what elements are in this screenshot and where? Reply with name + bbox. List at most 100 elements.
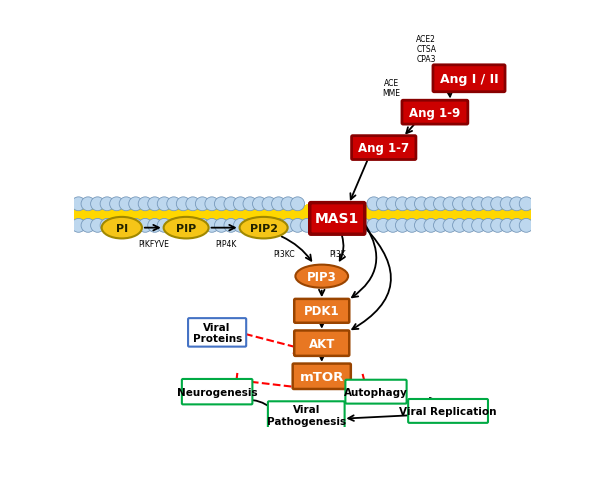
Circle shape xyxy=(138,197,152,211)
Text: Ang I / II: Ang I / II xyxy=(440,72,499,85)
Text: PIP3: PIP3 xyxy=(307,270,337,283)
Circle shape xyxy=(167,197,181,211)
Circle shape xyxy=(358,219,371,233)
Circle shape xyxy=(100,219,114,233)
Text: ACE
MME: ACE MME xyxy=(382,79,401,97)
Circle shape xyxy=(243,219,257,233)
Circle shape xyxy=(395,197,409,211)
Circle shape xyxy=(510,219,524,233)
Circle shape xyxy=(81,197,95,211)
Circle shape xyxy=(491,219,504,233)
FancyBboxPatch shape xyxy=(433,66,505,93)
Circle shape xyxy=(281,219,295,233)
Circle shape xyxy=(443,219,457,233)
Circle shape xyxy=(224,197,238,211)
Circle shape xyxy=(186,197,200,211)
Circle shape xyxy=(91,219,104,233)
Circle shape xyxy=(405,219,419,233)
Circle shape xyxy=(319,219,333,233)
Circle shape xyxy=(443,197,457,211)
Circle shape xyxy=(158,219,171,233)
Circle shape xyxy=(148,219,162,233)
Text: MAS1: MAS1 xyxy=(315,212,359,226)
Text: PIKFYVE: PIKFYVE xyxy=(138,240,169,249)
FancyBboxPatch shape xyxy=(293,364,351,389)
FancyBboxPatch shape xyxy=(408,399,488,423)
Circle shape xyxy=(71,197,86,211)
Circle shape xyxy=(405,197,419,211)
Text: mTOR: mTOR xyxy=(300,370,344,383)
Circle shape xyxy=(453,219,467,233)
Text: Ang 1-9: Ang 1-9 xyxy=(409,107,461,120)
Circle shape xyxy=(500,219,514,233)
Circle shape xyxy=(434,197,447,211)
Circle shape xyxy=(110,219,123,233)
Text: Ang 1-7: Ang 1-7 xyxy=(358,142,409,155)
Circle shape xyxy=(376,219,391,233)
Circle shape xyxy=(338,219,352,233)
Circle shape xyxy=(453,197,467,211)
Circle shape xyxy=(395,219,409,233)
Circle shape xyxy=(519,197,533,211)
Circle shape xyxy=(148,197,162,211)
Circle shape xyxy=(243,197,257,211)
Circle shape xyxy=(81,219,95,233)
Circle shape xyxy=(300,219,314,233)
FancyBboxPatch shape xyxy=(268,401,345,428)
Circle shape xyxy=(214,219,228,233)
Text: Neurogenesis: Neurogenesis xyxy=(177,387,257,397)
Ellipse shape xyxy=(296,265,348,288)
Circle shape xyxy=(348,219,362,233)
Text: PIP4K: PIP4K xyxy=(215,240,237,249)
Circle shape xyxy=(129,197,143,211)
Text: Viral
Proteins: Viral Proteins xyxy=(192,322,242,344)
Text: Viral Replication: Viral Replication xyxy=(399,406,497,416)
FancyBboxPatch shape xyxy=(310,203,365,235)
Circle shape xyxy=(519,219,533,233)
Circle shape xyxy=(310,219,324,233)
Circle shape xyxy=(424,197,438,211)
Circle shape xyxy=(271,197,286,211)
Circle shape xyxy=(205,197,219,211)
Text: Autophagy: Autophagy xyxy=(344,387,408,397)
Circle shape xyxy=(491,197,504,211)
Circle shape xyxy=(119,219,133,233)
Circle shape xyxy=(195,219,209,233)
Circle shape xyxy=(291,219,304,233)
Circle shape xyxy=(176,197,190,211)
Circle shape xyxy=(424,219,438,233)
Text: PI: PI xyxy=(116,223,128,233)
Text: PI3K: PI3K xyxy=(329,250,346,259)
Circle shape xyxy=(224,219,238,233)
Ellipse shape xyxy=(101,217,142,239)
Circle shape xyxy=(291,197,304,211)
Circle shape xyxy=(510,197,524,211)
FancyBboxPatch shape xyxy=(294,331,349,356)
Circle shape xyxy=(367,219,381,233)
Circle shape xyxy=(481,197,495,211)
FancyBboxPatch shape xyxy=(352,136,416,160)
Circle shape xyxy=(110,197,123,211)
Circle shape xyxy=(253,197,267,211)
Circle shape xyxy=(138,219,152,233)
FancyBboxPatch shape xyxy=(402,101,468,125)
Circle shape xyxy=(195,197,209,211)
Circle shape xyxy=(471,219,486,233)
Circle shape xyxy=(434,219,447,233)
Circle shape xyxy=(214,197,228,211)
Text: PIP: PIP xyxy=(176,223,196,233)
Circle shape xyxy=(129,219,143,233)
Circle shape xyxy=(386,219,400,233)
Ellipse shape xyxy=(163,217,209,239)
Bar xyxy=(74,206,531,224)
Text: AKT: AKT xyxy=(309,337,335,350)
Circle shape xyxy=(415,197,428,211)
Text: PIP2: PIP2 xyxy=(250,223,278,233)
Circle shape xyxy=(167,219,181,233)
Circle shape xyxy=(234,219,247,233)
FancyBboxPatch shape xyxy=(345,380,407,404)
Circle shape xyxy=(234,197,247,211)
Text: PI3KC: PI3KC xyxy=(273,250,294,259)
Circle shape xyxy=(253,219,267,233)
Circle shape xyxy=(158,197,171,211)
